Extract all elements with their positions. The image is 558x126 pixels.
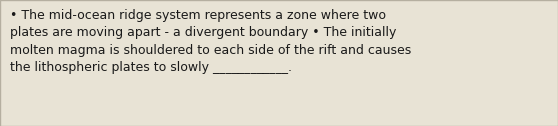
- Text: • The mid-ocean ridge system represents a zone where two
plates are moving apart: • The mid-ocean ridge system represents …: [10, 9, 411, 74]
